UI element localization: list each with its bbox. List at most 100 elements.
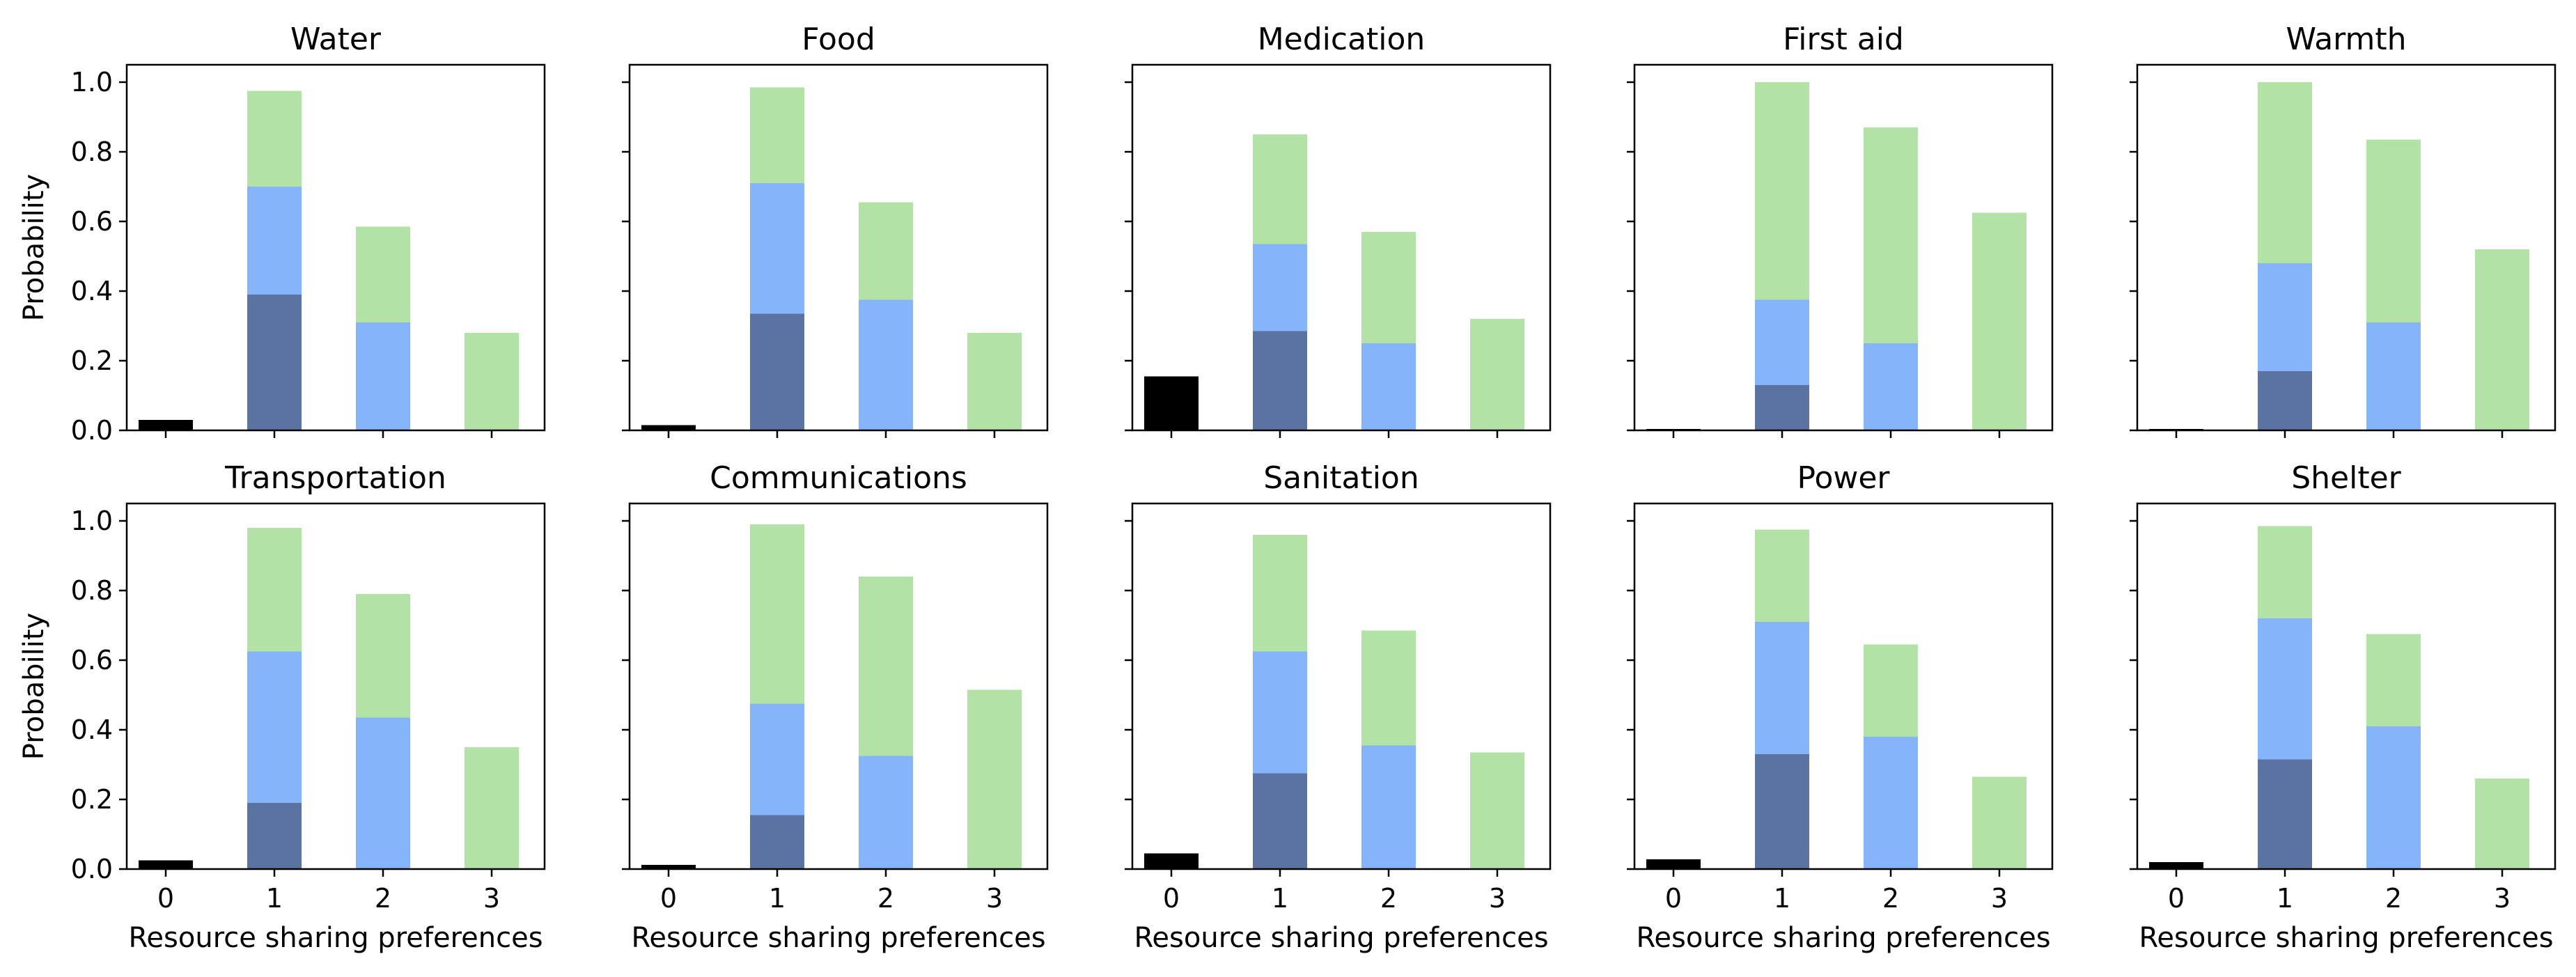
bar-blue-cat-2 xyxy=(1864,343,1918,430)
bar-green-cat-3 xyxy=(1972,212,2027,430)
panel-title: Food xyxy=(802,22,875,57)
y-tick-label: 1.0 xyxy=(71,506,113,536)
y-axis-label: Probability xyxy=(18,174,50,321)
bar-dark-cat-1 xyxy=(1755,385,1809,430)
y-tick-label: 0.0 xyxy=(71,854,113,884)
bar-green-cat-3 xyxy=(967,333,1022,430)
x-tick-label: 0 xyxy=(2168,883,2185,914)
panel-title: Communications xyxy=(710,460,967,496)
bar-black-cat-0 xyxy=(1144,376,1199,430)
panel-title: Water xyxy=(290,22,382,57)
plot-frame xyxy=(628,63,1049,432)
bar-dark-cat-1 xyxy=(1253,331,1307,430)
x-tick-label: 2 xyxy=(1380,883,1397,914)
bar-green-cat-3 xyxy=(465,747,519,869)
bar-black-cat-0 xyxy=(139,420,193,430)
bar-black-cat-0 xyxy=(139,860,193,869)
x-tick-label: 1 xyxy=(1774,883,1790,914)
panel-water: Water 0.0 0.2 0.4 0.6 0.8 1.0 Probability xyxy=(18,22,546,446)
panel-food: Food xyxy=(622,22,1049,438)
x-tick-label: 2 xyxy=(375,883,391,914)
plot-frame xyxy=(125,63,546,432)
bar-green-cat-3 xyxy=(1470,752,1524,869)
bar-dark-cat-1 xyxy=(2258,371,2312,430)
plot-frame xyxy=(1131,502,1552,870)
x-axis-label: Resource sharing preferences xyxy=(1134,922,1548,954)
x-axis-label: Resource sharing preferences xyxy=(2139,922,2553,954)
panel-medication: Medication xyxy=(1125,22,1552,438)
x-tick-label: 1 xyxy=(266,883,283,914)
x-tick-label: 0 xyxy=(157,883,174,914)
bar-blue-cat-2 xyxy=(1361,343,1416,430)
bar-dark-cat-1 xyxy=(750,815,804,869)
bar-blue-cat-2 xyxy=(356,322,410,430)
x-tick-label: 0 xyxy=(1163,883,1180,914)
x-tick-label: 3 xyxy=(1489,883,1506,914)
y-tick-label: 0.4 xyxy=(71,276,113,306)
plot-frame xyxy=(628,502,1049,870)
x-tick-label: 2 xyxy=(877,883,894,914)
x-tick-label: 3 xyxy=(986,883,1003,914)
x-tick-label: 3 xyxy=(483,883,500,914)
y-tick-label: 0.6 xyxy=(71,206,113,237)
y-axis-label: Probability xyxy=(18,613,50,760)
panel-power: Power 0 1 2 3 Resource sharing preferences xyxy=(1627,460,2054,954)
panel-title: Shelter xyxy=(2291,460,2401,496)
plot-frame xyxy=(2136,502,2557,870)
y-tick-label: 0.2 xyxy=(71,784,113,815)
panel-first-aid: First aid xyxy=(1627,22,2054,438)
panel-title: Sanitation xyxy=(1263,460,1419,496)
bar-dark-cat-1 xyxy=(247,803,302,869)
bar-green-cat-3 xyxy=(1972,776,2027,869)
bar-green-cat-3 xyxy=(1470,319,1524,430)
y-tick-label: 0.4 xyxy=(71,714,113,745)
y-tick-label: 0.2 xyxy=(71,345,113,376)
bar-blue-cat-2 xyxy=(859,299,913,430)
bar-green-cat-3 xyxy=(967,689,1022,869)
x-tick-label: 1 xyxy=(2277,883,2293,914)
y-tick-label: 0.6 xyxy=(71,645,113,675)
bar-dark-cat-1 xyxy=(247,295,302,430)
bar-blue-cat-2 xyxy=(2366,322,2421,430)
panel-sanitation: Sanitation 0 1 2 3 Resource sharing preferenc… xyxy=(1125,460,1552,954)
bar-dark-cat-1 xyxy=(750,313,804,430)
y-tick-label: 0.8 xyxy=(71,575,113,606)
panel-shelter: Shelter 0 1 2 3 Resource sharing preferences xyxy=(2130,460,2557,954)
plot-frame xyxy=(1131,63,1552,432)
x-tick-label: 1 xyxy=(769,883,786,914)
bar-black-cat-0 xyxy=(2149,862,2203,869)
bar-dark-cat-1 xyxy=(1755,754,1809,869)
panel-title: Transportation xyxy=(224,460,446,496)
bar-blue-cat-2 xyxy=(1864,737,1918,869)
x-tick-label: 3 xyxy=(1991,883,2008,914)
bar-green-cat-3 xyxy=(2475,779,2529,869)
bar-blue-cat-2 xyxy=(356,717,410,869)
y-tick-label: 1.0 xyxy=(71,67,113,97)
bar-blue-cat-2 xyxy=(1361,745,1416,869)
bar-dark-cat-1 xyxy=(1253,773,1307,869)
x-axis-label: Resource sharing preferences xyxy=(128,922,542,954)
panel-transportation: Transportation 0.0 0.2 0.4 0.6 0.8 1.0 0 1 2 3 Reso… xyxy=(18,460,546,954)
plot-frame xyxy=(125,502,546,870)
y-tick-label: 0.0 xyxy=(71,415,113,446)
bar-black-cat-0 xyxy=(1646,859,1701,869)
x-axis-label: Resource sharing preferences xyxy=(631,922,1045,954)
plot-frame xyxy=(2136,63,2557,432)
bar-black-cat-0 xyxy=(641,865,696,869)
panel-title: First aid xyxy=(1783,22,1904,57)
y-tick-label: 0.8 xyxy=(71,136,113,167)
x-tick-label: 1 xyxy=(1272,883,1288,914)
x-tick-label: 2 xyxy=(2385,883,2402,914)
panel-title: Medication xyxy=(1258,22,1426,57)
x-tick-label: 2 xyxy=(1882,883,1899,914)
panel-communications: Communications 0 1 2 3 Resource sharing prefe… xyxy=(622,460,1049,954)
x-tick-label: 0 xyxy=(1665,883,1682,914)
bar-green-cat-3 xyxy=(2475,249,2529,430)
bar-black-cat-0 xyxy=(641,425,696,430)
plot-frame xyxy=(1633,502,2054,870)
panel-title: Power xyxy=(1797,460,1890,496)
plot-frame xyxy=(1633,63,2054,432)
x-tick-label: 0 xyxy=(660,883,677,914)
bar-dark-cat-1 xyxy=(2258,759,2312,869)
